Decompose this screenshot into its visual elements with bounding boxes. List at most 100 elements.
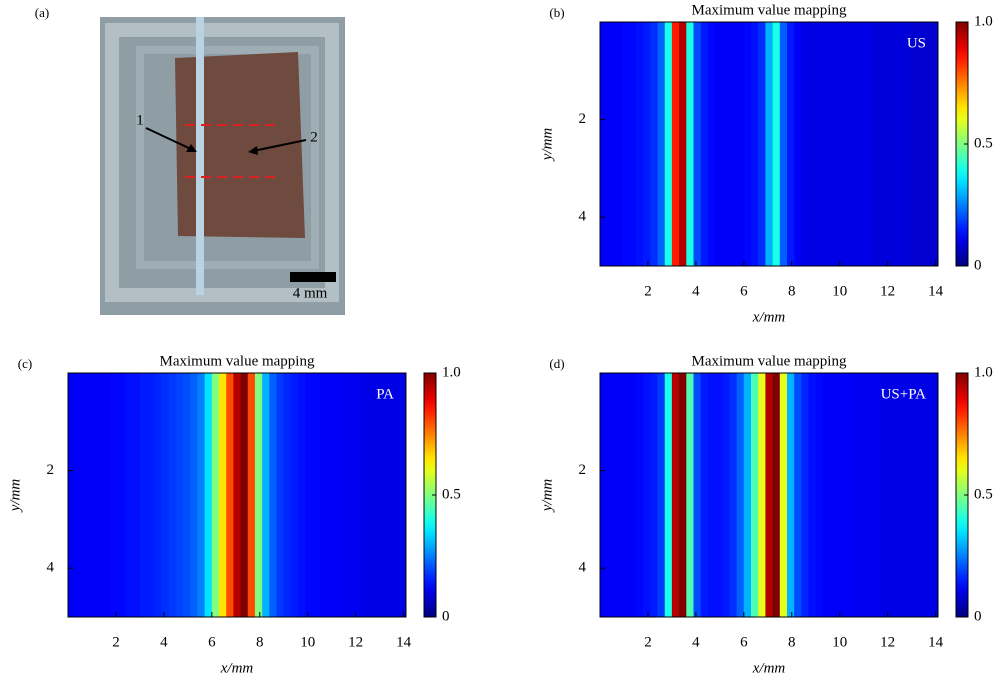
heatmap-column (822, 22, 831, 266)
x-axis-label: x/mm (752, 660, 786, 676)
x-axis-label: x/mm (752, 309, 786, 325)
heatmap-column (226, 373, 235, 617)
y-tick-label: 2 (47, 462, 55, 478)
heatmap-column (822, 373, 831, 617)
heatmap-column (600, 373, 608, 617)
heatmap-column (635, 22, 644, 266)
heatmap-column (118, 373, 127, 617)
heatmap-column (600, 22, 608, 266)
heatmap-column (377, 373, 386, 617)
heatmap-column (254, 373, 263, 617)
plot-frame (67, 372, 407, 618)
colorbar-tick-label: 0 (442, 608, 450, 624)
heatmap-column (657, 22, 666, 266)
heatmap-column (197, 373, 206, 617)
heatmap-column (183, 373, 191, 617)
heatmap-column (348, 373, 357, 617)
heatmap-column (650, 373, 659, 617)
heatmap-column (283, 373, 292, 617)
heatmap-column (930, 373, 938, 617)
heatmap-column (614, 22, 623, 266)
heatmap-column (858, 22, 867, 266)
heatmap-column (111, 373, 119, 617)
heatmap-column (154, 373, 163, 617)
heatmap-column (175, 373, 184, 617)
x-tick-label: 6 (740, 634, 748, 650)
photo-panel: (a) 1 2 4 mm (35, 5, 345, 315)
heatmap-column (664, 22, 673, 266)
colorbar-tick-label: 1.0 (442, 364, 461, 380)
heatmap-column (635, 373, 644, 617)
colorbar-tick-label: 0.5 (974, 486, 993, 502)
panel-label: (d) (549, 356, 564, 371)
heatmap-column (132, 373, 141, 617)
heatmap (600, 373, 938, 617)
x-tick-label: 8 (256, 634, 264, 650)
heatmap-column (391, 373, 400, 617)
heatmap-column (887, 373, 896, 617)
heatmap-column (844, 22, 853, 266)
heatmap-column (700, 373, 709, 617)
y-tick-label: 4 (579, 209, 587, 225)
heatmap-column (398, 373, 406, 617)
heatmap-column (262, 373, 270, 617)
heatmap-column (715, 22, 723, 266)
heatmap-column (851, 373, 860, 617)
heatmap-column (851, 22, 860, 266)
heatmap-column (671, 22, 680, 266)
heatmap-column (125, 373, 134, 617)
y-axis-label: y/mm (7, 479, 23, 514)
heatmap-column (772, 22, 781, 266)
photo-tube (196, 17, 204, 295)
heatmap-column (707, 22, 716, 266)
heatmap-column (758, 22, 767, 266)
x-tick-label: 4 (692, 283, 700, 299)
marker-label: 1 (136, 112, 144, 128)
heatmap-column (837, 22, 846, 266)
heatmap-column (362, 373, 371, 617)
annotation: US (907, 35, 926, 51)
heatmap-column (219, 373, 227, 617)
heatmap-column (643, 373, 651, 617)
heatmap-column (68, 373, 76, 617)
heatmap-column (923, 373, 932, 617)
heatmap-column (168, 373, 177, 617)
arrow-head (186, 144, 197, 152)
heatmap-column (801, 373, 810, 617)
heatmap-column (161, 373, 170, 617)
heatmap-column (758, 373, 767, 617)
x-tick-label: 4 (160, 634, 168, 650)
x-tick-label: 6 (208, 634, 216, 650)
heatmap-column (628, 373, 637, 617)
chart-title: Maximum value mapping (692, 2, 847, 18)
heatmap-column (902, 373, 910, 617)
x-tick-label: 2 (644, 634, 652, 650)
x-tick-label: 10 (832, 634, 847, 650)
heatmap-column (916, 373, 925, 617)
heatmap-column (700, 22, 709, 266)
heatmap-column (276, 373, 285, 617)
plot-frame (599, 372, 939, 618)
heatmap-column (873, 22, 882, 266)
heatmap-column (190, 373, 199, 617)
y-tick-label: 2 (579, 462, 587, 478)
colorbar-tick-label: 0.5 (442, 486, 461, 502)
heatmap-column (894, 22, 903, 266)
heatmap-column (866, 22, 874, 266)
heatmap-column (693, 22, 702, 266)
heatmap-column (751, 373, 759, 617)
heatmap-column (794, 373, 802, 617)
heatmap-column (355, 373, 364, 617)
heatmap-column (830, 373, 838, 617)
heatmap-column (887, 22, 896, 266)
heatmap-column (75, 373, 83, 617)
x-tick-label: 12 (348, 634, 363, 650)
heatmap-column (89, 373, 98, 617)
heatmap-column (880, 373, 889, 617)
colorbar-tick-label: 1.0 (974, 13, 993, 29)
x-tick-label: 14 (396, 634, 412, 650)
heatmap-column (643, 22, 651, 266)
heatmap-column (830, 22, 838, 266)
heatmap-column (844, 373, 853, 617)
heatmap-column (96, 373, 105, 617)
